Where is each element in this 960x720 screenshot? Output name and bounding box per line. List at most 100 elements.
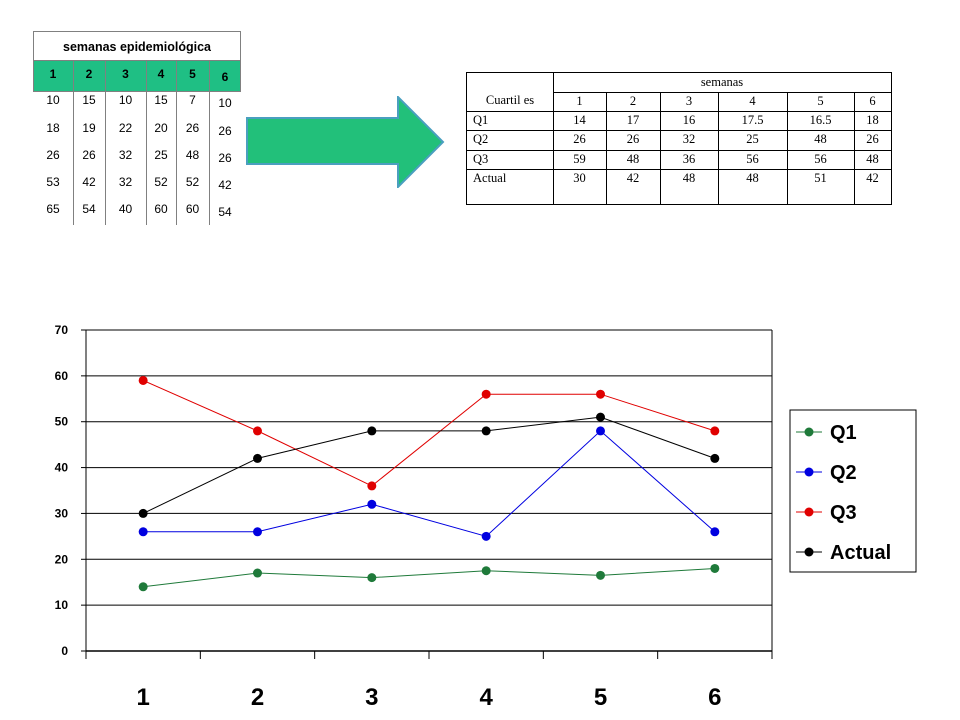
grid-line	[553, 92, 891, 93]
x-tick-label: 5	[594, 684, 607, 711]
table-cell: 16	[682, 113, 696, 127]
table-cell: 22	[118, 121, 133, 135]
y-tick-label: 70	[55, 323, 69, 337]
table-cell: 18	[866, 113, 879, 127]
table-cell: 59	[573, 152, 586, 166]
table-cell: 26	[866, 132, 879, 146]
table-cell: 25	[154, 148, 168, 162]
x-tick-label: 1	[136, 684, 149, 711]
grid-line	[467, 150, 891, 151]
table-cell: 48	[866, 152, 879, 166]
table-cell: 15	[82, 93, 96, 107]
table-cell: 17	[626, 113, 640, 127]
legend-label-actual: Actual	[830, 542, 891, 564]
row-label: Q1	[473, 113, 489, 127]
y-tick-label: 0	[61, 644, 68, 658]
column-divider	[105, 60, 106, 225]
data-point-q3	[481, 389, 491, 399]
series-line-actual	[142, 416, 716, 514]
table-cell: 42	[82, 175, 96, 189]
grid-line	[787, 92, 788, 204]
data-point-actual	[710, 453, 720, 463]
week-header-5: 5	[817, 94, 824, 108]
grid-line	[660, 92, 661, 204]
data-point-q3	[710, 426, 720, 436]
table-cell: 52	[154, 175, 168, 189]
data-point-q1	[710, 563, 720, 573]
y-tick-label: 20	[55, 552, 69, 566]
week-header-4: 4	[749, 94, 756, 108]
table-cell: 16.5	[809, 113, 832, 127]
weeks-group-header: semanas	[700, 75, 744, 89]
week-header-2: 2	[85, 67, 93, 81]
week-header-6: 6	[221, 70, 229, 84]
table-cell: 30	[573, 171, 586, 185]
data-point-actual	[253, 453, 262, 463]
table-cell: 32	[118, 175, 133, 189]
y-tick-label: 10	[55, 598, 69, 612]
data-point-actual	[481, 426, 491, 436]
data-point-actual	[596, 412, 605, 422]
week-header-1: 1	[576, 94, 583, 108]
legend-label-q2: Q2	[830, 462, 857, 484]
grid-line	[467, 111, 891, 112]
y-tick-label: 50	[55, 415, 69, 429]
table-cell: 54	[82, 202, 96, 216]
table-cell: 53	[46, 175, 60, 189]
table-cell: 60	[154, 202, 168, 216]
grid-line	[854, 92, 855, 204]
data-point-q3	[253, 426, 262, 436]
x-tick-label: 4	[479, 684, 493, 711]
right-arrow-icon	[246, 96, 445, 188]
data-point-q2	[710, 527, 720, 537]
table-cell: 48	[185, 148, 200, 162]
week-header-1: 1	[49, 67, 57, 81]
table-cell: 56	[814, 152, 827, 166]
data-point-q2	[367, 499, 377, 509]
data-point-q2	[253, 527, 262, 537]
table-cell: 32	[118, 148, 133, 162]
table-cell: 26	[82, 148, 96, 162]
legend-label-q3: Q3	[830, 502, 857, 524]
quartiles-line-chart: 0 10 20 30 40 50 60 70 1 2 3 4 5 6 Q1 Q2 Q3 Actual	[55, 323, 917, 711]
data-point-actual	[138, 508, 148, 518]
row-label: Q2	[473, 132, 489, 146]
table-cell: 36	[682, 152, 696, 166]
table-cell: 48	[626, 152, 640, 166]
table-cell: 26	[573, 132, 586, 146]
table-cell: 26	[218, 151, 232, 165]
week-header-4: 4	[157, 67, 165, 81]
table-cell: 20	[154, 121, 168, 135]
legend-swatch-marker	[804, 467, 814, 477]
column-divider	[209, 60, 210, 225]
x-tick-label: 3	[365, 684, 378, 711]
table-cell: 19	[82, 121, 96, 135]
x-tick-label: 6	[708, 684, 721, 711]
quartiles-row-header: Cuartil es	[485, 93, 535, 107]
data-point-q1	[367, 573, 377, 583]
table-cell: 40	[118, 202, 133, 216]
week-header-6: 6	[869, 94, 876, 108]
data-point-q3	[596, 389, 605, 399]
legend-swatch-marker	[804, 547, 814, 557]
quartiles-table: semanas Cuartil es 1 2 3 4 5 6 Q1 14 17 16 17.5 16.5 1…	[466, 72, 892, 205]
data-point-q2	[596, 426, 605, 436]
table-cell: 7	[189, 93, 196, 107]
table-cell: 51	[814, 171, 827, 185]
table-cell: 54	[218, 205, 232, 219]
week-header-5: 5	[189, 67, 196, 81]
table-title: semanas epidemiológica	[33, 31, 241, 60]
table-cell: 48	[682, 171, 696, 185]
table-cell: 10	[218, 96, 232, 110]
data-point-q3	[138, 375, 148, 385]
table-cell: 32	[682, 132, 696, 146]
table-cell: 60	[185, 202, 200, 216]
week-header-3: 3	[685, 94, 693, 108]
grid-line	[606, 92, 607, 204]
data-point-q3	[367, 481, 377, 491]
y-tick-label: 60	[55, 369, 69, 383]
column-divider	[146, 60, 147, 225]
table-cell: 15	[154, 93, 168, 107]
table-cell: 26	[46, 148, 60, 162]
data-point-q1	[253, 568, 262, 578]
